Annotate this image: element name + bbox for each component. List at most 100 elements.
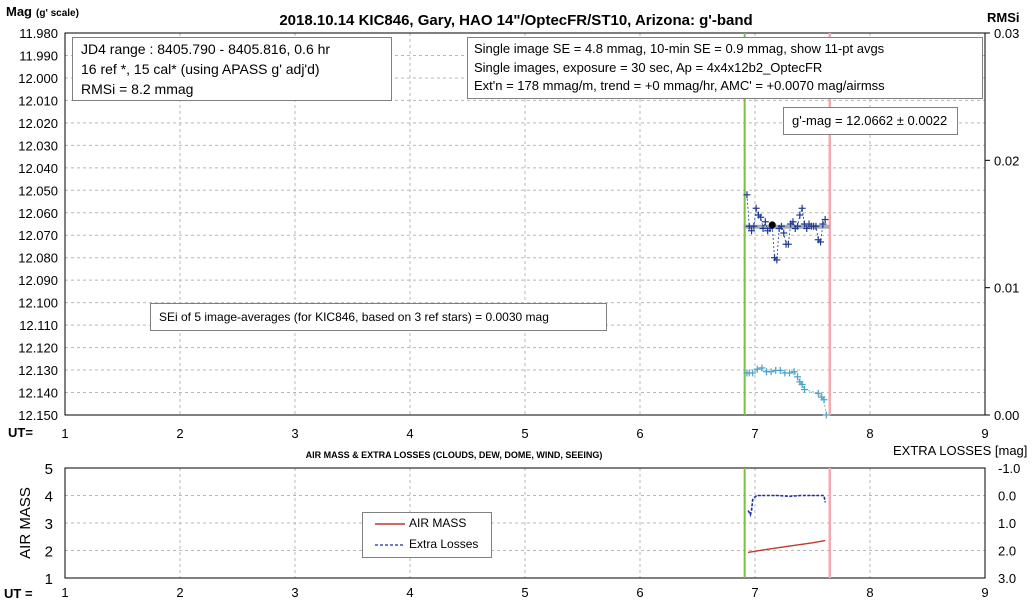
x-tick-label: 7 bbox=[751, 426, 758, 441]
y-tick-label: 12.130 bbox=[18, 363, 58, 378]
y-tick-label: 12.030 bbox=[18, 138, 58, 153]
y-tick-label: 12.140 bbox=[18, 386, 58, 401]
y-tick-label: 12.020 bbox=[18, 116, 58, 131]
extra-losses-line bbox=[747, 494, 826, 518]
rms-point bbox=[822, 411, 830, 419]
y-tick-label: 12.100 bbox=[18, 296, 58, 311]
y-axis-label-main: Mag bbox=[6, 4, 32, 19]
y-tick-label: 12.060 bbox=[18, 206, 58, 221]
y-tick-label: 12.080 bbox=[18, 251, 58, 266]
y2-tick-label: 0.01 bbox=[994, 281, 1019, 296]
rms-point bbox=[790, 368, 798, 376]
x-tick-label-lower: 5 bbox=[521, 585, 528, 600]
sei-text: SEi of 5 image-averages (for KIC846, bas… bbox=[159, 310, 549, 324]
gmag-text: g'-mag = 12.0662 ± 0.0022 bbox=[792, 113, 948, 128]
y-tick-label: 11.980 bbox=[19, 26, 58, 41]
y-axis-label-lower: AIR MASS bbox=[17, 487, 34, 559]
y-tick-label-lower: 1 bbox=[45, 571, 53, 588]
y2-tick-label: 0.03 bbox=[994, 26, 1019, 41]
mag-point bbox=[819, 220, 827, 228]
y-tick-label: 12.000 bbox=[18, 71, 58, 86]
y-tick-label: 11.990 bbox=[19, 48, 58, 63]
x-tick-label: 5 bbox=[521, 426, 528, 441]
x-tick-label: 3 bbox=[291, 426, 298, 441]
mag-point bbox=[759, 224, 767, 232]
y-tick-label: 12.070 bbox=[18, 228, 58, 243]
mag-point bbox=[817, 238, 825, 246]
y-axis-label: Mag (g' scale) bbox=[6, 4, 79, 19]
x-tick-label: 8 bbox=[866, 426, 873, 441]
extinction-text: Ext'n = 178 mmag/m, trend = +0 mmag/hr, … bbox=[474, 78, 885, 93]
y2-tick-label-lower: 2.0 bbox=[998, 544, 1016, 559]
mag-point bbox=[821, 216, 829, 224]
plot-frame bbox=[64, 32, 986, 416]
legend-label-extra-losses: Extra Losses bbox=[409, 537, 479, 551]
rms-point bbox=[758, 364, 766, 372]
mag-point bbox=[780, 229, 788, 237]
mag-point bbox=[748, 227, 756, 235]
mean-point bbox=[768, 221, 776, 229]
mag-point bbox=[796, 211, 804, 219]
jd-range-text: JD4 range : 8405.790 - 8405.816, 0.6 hr bbox=[81, 41, 331, 57]
y-tick-label-lower: 4 bbox=[45, 489, 53, 506]
legend-swatch-extra-losses bbox=[375, 544, 405, 546]
single-image-se-text: Single image SE = 4.8 mmag, 10-min SE = … bbox=[474, 41, 885, 56]
mag-point bbox=[794, 222, 802, 230]
light-curve-chart: 2018.10.14 KIC846, Gary, HAO 14"/OptecFR… bbox=[6, 4, 1020, 441]
rms-point bbox=[776, 366, 784, 374]
y2-tick-label-lower: 0.0 bbox=[998, 489, 1016, 504]
rms-series-line bbox=[746, 367, 827, 416]
x-tick-label-lower: 2 bbox=[176, 585, 183, 600]
x-tick-label-lower: 8 bbox=[866, 585, 873, 600]
y-tick-label-lower: 3 bbox=[45, 516, 53, 533]
y-tick-label: 12.110 bbox=[19, 318, 58, 333]
rms-point bbox=[794, 373, 802, 381]
ref-stars-text: 16 ref *, 15 cal* (using APASS g' adj'd) bbox=[81, 61, 320, 77]
x-tick-label-lower: 6 bbox=[636, 585, 643, 600]
rms-point bbox=[798, 380, 806, 388]
x-tick-label: 4 bbox=[406, 426, 413, 441]
mag-point bbox=[750, 222, 758, 230]
mag-point bbox=[757, 213, 765, 221]
rms-point bbox=[753, 365, 761, 373]
rms-point bbox=[767, 368, 775, 376]
mag-point bbox=[773, 256, 781, 264]
info-box-right: Single image SE = 4.8 mmag, 10-min SE = … bbox=[467, 37, 983, 99]
lower-plot-frame bbox=[64, 467, 986, 579]
rms-point bbox=[814, 389, 822, 397]
mag-point bbox=[812, 222, 820, 230]
x-tick-label: 2 bbox=[176, 426, 183, 441]
y2-tick-label-lower: 1.0 bbox=[998, 516, 1016, 531]
mag-point bbox=[761, 218, 769, 226]
gmag-box: g'-mag = 12.0662 ± 0.0022 bbox=[783, 107, 958, 135]
rms-point bbox=[800, 386, 808, 394]
mag-point bbox=[803, 224, 811, 232]
y-tick-label: 12.040 bbox=[18, 161, 58, 176]
y-tick-label: 12.090 bbox=[18, 273, 58, 288]
x-tick-label-lower: 7 bbox=[751, 585, 758, 600]
mag-point bbox=[777, 222, 785, 230]
x-tick-label-lower: 3 bbox=[291, 585, 298, 600]
y-tick-label: 12.010 bbox=[18, 93, 58, 108]
mag-point bbox=[743, 191, 751, 199]
mag-point bbox=[752, 204, 760, 212]
info-box-left: JD4 range : 8405.790 - 8405.816, 0.6 hr … bbox=[72, 37, 392, 101]
mag-point bbox=[789, 218, 797, 226]
rms-point bbox=[820, 396, 828, 404]
mag-point bbox=[784, 240, 792, 248]
sei-box: SEi of 5 image-averages (for KIC846, bas… bbox=[150, 303, 607, 331]
legend-swatch-airmass bbox=[375, 523, 405, 525]
mag-point bbox=[798, 204, 806, 212]
x-tick-label-lower: 1 bbox=[61, 585, 68, 600]
x-tick-label-lower: 4 bbox=[406, 585, 413, 600]
y2-tick-label-lower: 3.0 bbox=[998, 571, 1016, 586]
exposure-text: Single images, exposure = 30 sec, Ap = 4… bbox=[474, 59, 823, 75]
y-tick-label: 12.150 bbox=[18, 408, 58, 423]
rms-point bbox=[786, 369, 793, 377]
x-axis-label-lower: UT = bbox=[4, 586, 33, 601]
rmsi-text: RMSi = 8.2 mmag bbox=[81, 81, 194, 97]
x-tick-label: 1 bbox=[61, 426, 68, 441]
y-tick-label-lower: 2 bbox=[45, 544, 53, 561]
y-tick-label: 12.050 bbox=[18, 183, 58, 198]
